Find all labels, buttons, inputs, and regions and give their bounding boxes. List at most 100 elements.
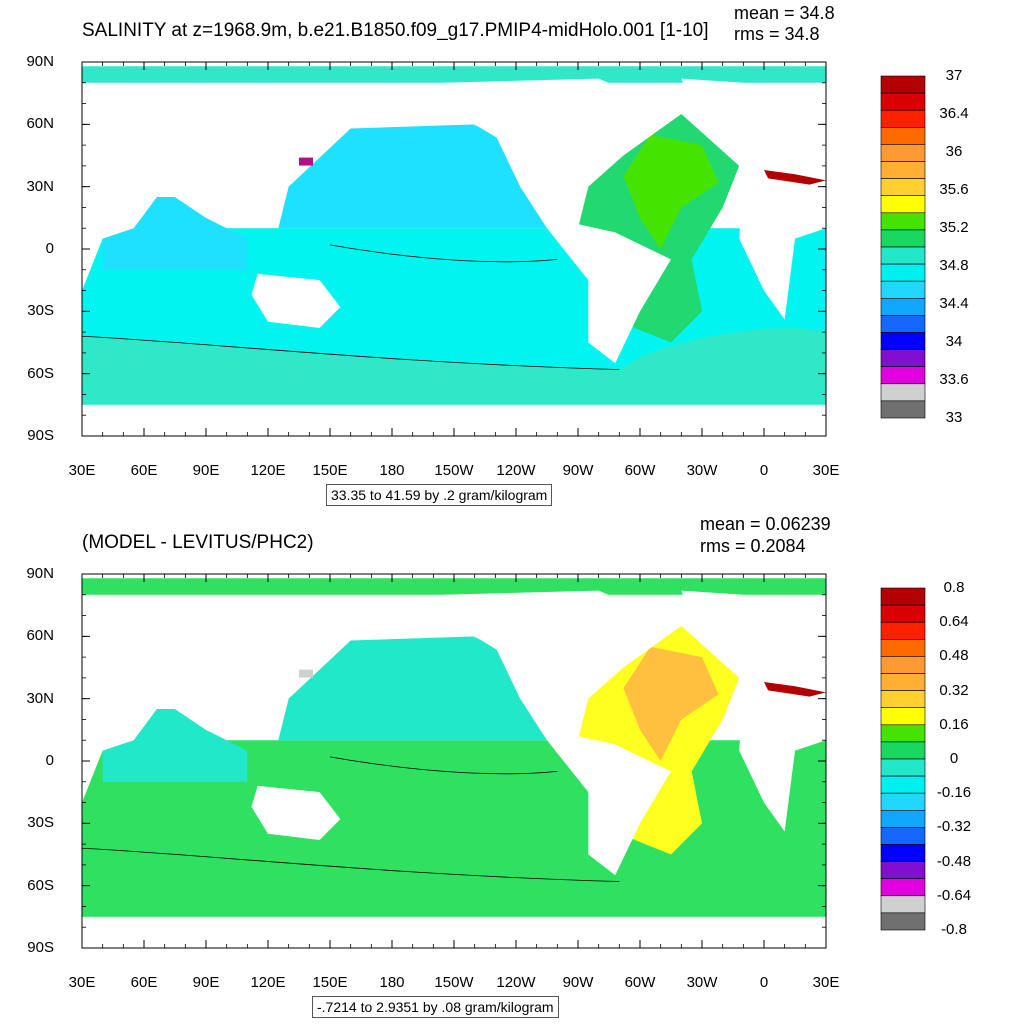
colorbar-label: 0.16 <box>939 715 969 733</box>
colorbar-label: 0 <box>949 750 959 767</box>
colorbar-swatch <box>880 109 926 128</box>
colorbar-label: 0.32 <box>939 681 969 699</box>
lon-tick-label: 90E <box>192 462 220 479</box>
lon-tick-label: 30W <box>686 974 718 991</box>
lon-tick-label: 60W <box>624 974 656 991</box>
colorbar-swatch <box>880 673 926 691</box>
inland-sea-patch <box>299 669 313 678</box>
lat-tick-label: 90S <box>27 939 54 956</box>
rms-label: rms = 34.8 <box>734 24 820 44</box>
colorbar-swatch <box>880 263 926 282</box>
ocean-field <box>82 578 826 917</box>
colorbar-label: 35.2 <box>939 219 969 236</box>
colorbar-swatch <box>880 127 926 145</box>
colorbar-swatch <box>880 604 926 623</box>
lon-tick-label: 30E <box>68 462 96 479</box>
lat-tick-label: 60S <box>27 876 54 894</box>
colorbar-swatch <box>880 656 926 674</box>
lon-tick-label: 120W <box>496 462 536 479</box>
colorbar-label: -0.16 <box>936 784 972 802</box>
colorbar-label: 36 <box>945 143 963 160</box>
land-masses <box>71 574 826 948</box>
contour-range-label: -.7214 to 2.9351 by .08 gram/kilogram <box>312 996 559 1018</box>
colorbar-swatch <box>880 366 926 385</box>
lon-tick-label: 0 <box>759 462 769 479</box>
contour-line <box>81 335 620 370</box>
colorbar-swatch <box>880 400 926 419</box>
australia-land <box>251 273 341 328</box>
contour-range-label: 33.35 to 41.59 by .2 gram/kilogram <box>326 484 553 506</box>
colorbar-swatch <box>880 195 926 214</box>
colorbar-swatch <box>880 280 926 299</box>
lat-tick-label: 30S <box>27 302 54 320</box>
lon-tick-label: 150W <box>434 462 474 479</box>
salinity-map <box>71 61 926 437</box>
colorbar-swatch <box>880 621 926 640</box>
lon-tick-label: 30E <box>68 974 96 991</box>
mean-label: mean = 0.06239 <box>700 514 831 534</box>
colorbar-label: 34.8 <box>939 257 969 274</box>
lon-tick-label: 90W <box>562 462 594 479</box>
lon-tick-label: 180 <box>379 974 405 991</box>
difference-map <box>71 573 926 949</box>
greenland-land <box>681 590 744 637</box>
colorbar-label: -0.32 <box>936 818 972 836</box>
colorbar-swatch <box>880 349 926 368</box>
lon-tick-label: 0 <box>759 974 769 991</box>
africa-land <box>71 688 165 832</box>
colorbar-label: 36.4 <box>939 105 969 122</box>
colorbar-swatch <box>880 383 926 402</box>
colorbar-swatch <box>880 690 926 709</box>
lat-tick-label: 90N <box>26 53 54 70</box>
colorbar-swatch <box>880 844 926 862</box>
difference-map-panel: (MODEL - LEVITUS/PHC2) mean = 0.06239 rm… <box>0 512 1024 1024</box>
mean-label: mean = 34.8 <box>734 3 835 23</box>
colorbar-label: 34 <box>945 333 963 350</box>
colorbar-swatch <box>880 895 926 914</box>
colorbar-swatch <box>880 741 926 760</box>
colorbar-label: 33.6 <box>939 371 969 388</box>
lon-tick-label: 30W <box>686 462 718 479</box>
colorbar-swatch <box>880 297 926 316</box>
colorbar-swatch <box>880 878 926 897</box>
colorbar-swatch <box>880 792 926 811</box>
greenland-land <box>681 78 744 125</box>
colorbar-label: -0.48 <box>936 852 972 870</box>
colorbar-swatch <box>880 144 926 162</box>
colorbar-swatch <box>880 75 926 94</box>
arctic-region <box>82 578 826 595</box>
circumpolar-band <box>82 328 826 405</box>
lon-tick-label: 150E <box>312 462 348 479</box>
colorbar-swatch <box>880 912 926 931</box>
colorbar-swatch <box>880 639 926 657</box>
africa-land <box>71 176 165 320</box>
lon-tick-label: 150E <box>312 974 348 991</box>
eurasia-land <box>82 594 310 730</box>
eurasia-land <box>82 82 310 218</box>
colorbar-label: 0.64 <box>939 613 969 631</box>
lat-tick-label: 30N <box>26 689 54 707</box>
australia-land <box>251 785 341 840</box>
colorbar-swatch <box>880 587 926 606</box>
lon-tick-label: 120W <box>496 974 536 991</box>
lat-tick-label: 30S <box>27 814 54 832</box>
americas-land <box>443 78 682 364</box>
lat-tick-label: 60N <box>26 115 54 133</box>
map-title: (MODEL - LEVITUS/PHC2) <box>82 532 314 553</box>
contour-line <box>81 847 620 882</box>
colorbar-label: 35.6 <box>939 181 969 198</box>
colorbar-swatch <box>880 212 926 231</box>
arctic-region <box>82 66 826 83</box>
americas-land <box>443 590 682 876</box>
colorbar-swatch <box>880 229 926 248</box>
lat-tick-label: 90N <box>26 565 54 582</box>
lon-tick-label: 30E <box>812 462 840 479</box>
colorbar-swatch <box>880 92 926 111</box>
mediterranean-region <box>764 170 826 185</box>
colorbar-swatch <box>880 827 926 845</box>
colorbar-swatch <box>880 809 926 828</box>
colorbar-swatch <box>880 178 926 197</box>
lon-tick-label: 120E <box>250 974 286 991</box>
circumpolar-band <box>82 840 826 917</box>
lon-tick-label: 180 <box>379 462 405 479</box>
